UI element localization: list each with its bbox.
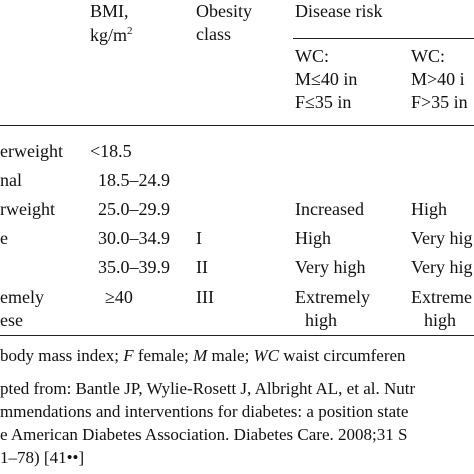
bmi-header: BMI,: [90, 1, 129, 21]
row-obese1-bmi: 30.0–34.9: [98, 228, 170, 248]
header-bottom-rule: [0, 125, 474, 126]
footnote-source-line3: e American Diabetes Association. Diabete…: [0, 425, 408, 444]
wc1-header-line3: F≤35 in: [295, 92, 352, 112]
row-obese1-category: e: [0, 228, 8, 248]
bmi-unit: kg/m: [90, 25, 128, 45]
row-obese2-bmi: 35.0–39.9: [98, 257, 170, 277]
footnote-abbr-f: F: [123, 346, 134, 365]
footnote-source-line4: 1–78) [41••]: [0, 448, 85, 467]
wc2-header-line2: M>40 i: [411, 69, 465, 89]
disease-risk-rule: [293, 38, 474, 39]
row-overweight-bmi: 25.0–29.9: [98, 199, 170, 219]
wc2-header-line1: WC:: [411, 46, 445, 66]
obesity-class-header-line2: class: [196, 24, 231, 44]
wc2-header-line3: F>35 in: [411, 92, 468, 112]
disease-risk-header: Disease risk: [295, 1, 383, 21]
row-underweight-category: erweight: [0, 141, 63, 161]
row-extreme-risk2-line2: high: [424, 310, 457, 330]
footnote-source-line1: pted from: Bantle JP, Wylie-Rosett J, Al…: [0, 379, 416, 398]
footnote-source-line2: mmendations and interventions for diabet…: [0, 402, 409, 421]
row-obese2-class: II: [196, 257, 208, 277]
row-extreme-category-line2: ese: [0, 310, 23, 330]
row-overweight-category: rweight: [0, 199, 55, 219]
row-obese1-class: I: [196, 228, 202, 248]
obesity-class-header-line1: Obesity: [196, 1, 252, 21]
row-extreme-risk1-line1: Extremely: [295, 287, 370, 307]
footnote-abbr-m: M: [193, 346, 208, 365]
row-extreme-class: III: [196, 287, 214, 307]
wc1-header-line2: M≤40 in: [295, 69, 358, 89]
bmi-unit-exponent: 2: [127, 25, 133, 37]
row-underweight-bmi: <18.5: [90, 141, 132, 161]
footnote-text: male;: [207, 346, 254, 365]
row-extreme-category-line1: emely: [0, 287, 44, 307]
row-obese2-risk2: Very hig: [411, 257, 473, 277]
footnote-text: waist circumferen: [279, 346, 406, 365]
footnote-text: body mass index;: [0, 346, 124, 365]
table-bottom-rule: [0, 335, 474, 336]
row-extreme-risk1-line2: high: [305, 310, 338, 330]
row-obese1-risk1: High: [295, 228, 331, 248]
row-overweight-risk2: High: [411, 199, 447, 219]
row-normal-category: nal: [0, 170, 22, 190]
row-normal-bmi: 18.5–24.9: [98, 170, 170, 190]
row-obese1-risk2: Very hig: [411, 228, 473, 248]
row-obese2-risk1: Very high: [295, 257, 366, 277]
bmi-unit-header: kg/m2: [90, 24, 133, 46]
footnote-abbr-wc: WC: [253, 346, 280, 365]
footnote-text: female;: [133, 346, 194, 365]
row-extreme-risk2-line1: Extreme: [411, 287, 472, 307]
row-overweight-risk1: Increased: [295, 199, 364, 219]
row-extreme-bmi: ≥40: [105, 287, 133, 307]
footnote-abbreviations: body mass index; F female; M male; WC wa…: [0, 345, 406, 367]
wc1-header-line1: WC:: [295, 46, 329, 66]
